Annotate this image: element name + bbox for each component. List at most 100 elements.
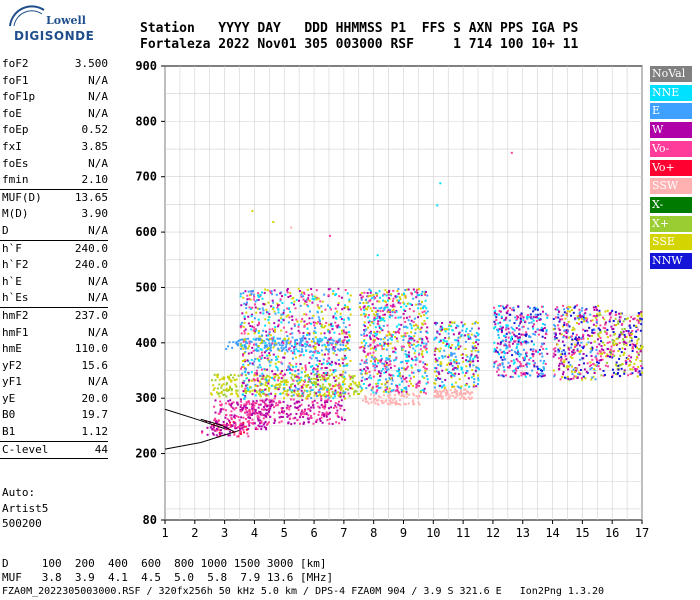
- echo-point: [559, 359, 562, 362]
- echo-point: [412, 394, 415, 397]
- echo-point: [379, 360, 382, 363]
- echo-point: [392, 399, 395, 402]
- echo-point: [500, 329, 503, 332]
- echo-point: [326, 390, 329, 393]
- echo-point: [418, 403, 421, 406]
- echo-point: [363, 335, 366, 338]
- echo-point: [304, 300, 307, 303]
- echo-point: [455, 367, 458, 370]
- echo-point: [246, 298, 249, 301]
- echo-point: [255, 426, 258, 429]
- echo-point: [407, 353, 410, 356]
- echo-point: [415, 359, 418, 362]
- echo-point: [598, 359, 601, 362]
- echo-point: [241, 426, 244, 429]
- echo-point: [369, 352, 372, 355]
- echo-point: [505, 311, 508, 314]
- echo-point: [599, 337, 602, 340]
- echo-point: [628, 340, 631, 343]
- echo-point: [344, 349, 347, 352]
- echo-point: [610, 325, 613, 328]
- echo-point: [260, 348, 263, 351]
- echo-point: [377, 386, 380, 389]
- echo-point: [334, 383, 337, 386]
- echo-point: [635, 358, 638, 361]
- echo-point: [301, 339, 304, 342]
- echo-point: [285, 340, 288, 343]
- echo-point: [254, 410, 257, 413]
- param-label: yF2: [2, 358, 22, 372]
- echo-point: [285, 346, 288, 349]
- echo-point: [201, 430, 204, 433]
- echo-point: [286, 381, 289, 384]
- echo-point: [525, 351, 528, 354]
- echo-point: [293, 323, 296, 326]
- echo-point: [342, 370, 345, 373]
- echo-point: [399, 298, 402, 301]
- echo-point: [288, 414, 291, 417]
- echo-point: [318, 391, 321, 394]
- echo-point: [277, 311, 280, 314]
- echo-point: [391, 309, 394, 312]
- echo-point: [281, 341, 284, 344]
- echo-point: [552, 352, 555, 355]
- echo-point: [377, 323, 380, 326]
- echo-point: [424, 346, 427, 349]
- echo-point: [512, 362, 515, 365]
- echo-point: [267, 387, 270, 390]
- echo-point: [353, 374, 356, 377]
- echo-point: [323, 326, 326, 329]
- echo-point: [518, 361, 521, 364]
- echo-point: [515, 352, 518, 355]
- echo-point: [327, 344, 330, 347]
- echo-point: [511, 354, 514, 357]
- echo-point: [507, 366, 510, 369]
- echo-point: [245, 418, 248, 421]
- echo-point: [560, 357, 563, 360]
- echo-point: [586, 321, 589, 324]
- echo-point: [592, 323, 595, 326]
- echo-point: [536, 328, 539, 331]
- echo-point: [368, 383, 371, 386]
- echo-point: [292, 379, 295, 382]
- echo-point: [348, 349, 351, 352]
- echo-point: [600, 340, 603, 343]
- echo-point: [573, 371, 576, 374]
- echo-point: [609, 355, 612, 358]
- echo-point: [267, 334, 270, 337]
- echo-point: [604, 321, 607, 324]
- echo-point: [273, 421, 276, 424]
- echo-point: [317, 383, 320, 386]
- echo-point: [423, 387, 426, 390]
- echo-point: [229, 393, 232, 396]
- echo-point: [261, 399, 264, 402]
- echo-point: [451, 321, 454, 324]
- echo-point: [298, 381, 301, 384]
- echo-point: [310, 416, 313, 419]
- echo-point: [386, 334, 389, 337]
- echo-point: [387, 390, 390, 393]
- echo-point: [327, 323, 330, 326]
- echo-point: [441, 369, 444, 372]
- echo-point: [419, 360, 422, 363]
- echo-point: [215, 434, 218, 437]
- echo-point: [450, 374, 453, 377]
- trace-curve: [164, 429, 240, 450]
- echo-point: [302, 354, 305, 357]
- legend-item: NNW: [650, 253, 692, 269]
- echo-point: [595, 307, 598, 310]
- echo-point: [271, 293, 274, 296]
- echo-point: [308, 317, 311, 320]
- echo-point: [276, 388, 279, 391]
- echo-point: [390, 389, 393, 392]
- echo-point: [302, 383, 305, 386]
- echo-point: [268, 328, 271, 331]
- echo-point: [216, 375, 219, 378]
- footer-d-row: D 100 200 400 600 800 1000 1500 3000 [km…: [2, 557, 327, 570]
- echo-point: [285, 331, 288, 334]
- echo-point: [495, 349, 498, 352]
- echo-point: [602, 316, 605, 319]
- echo-point: [404, 353, 407, 356]
- echo-point: [277, 355, 280, 358]
- echo-point: [369, 344, 372, 347]
